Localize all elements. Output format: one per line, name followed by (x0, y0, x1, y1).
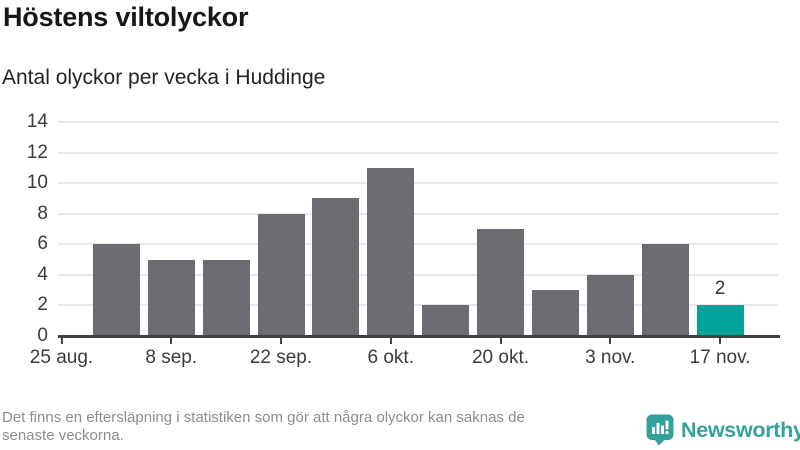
gridline (58, 212, 778, 215)
x-tick-label: 3 nov. (585, 347, 636, 368)
bar-value-label: 2 (714, 278, 726, 300)
y-tick-label: 10 (26, 172, 48, 194)
y-tick-label: 6 (37, 233, 48, 255)
bar (92, 244, 140, 336)
gridline (58, 151, 778, 154)
x-tick-label: 22 sep. (249, 347, 313, 368)
bar-highlighted (696, 305, 744, 336)
newsworthy-wordmark: Newsworthy (681, 418, 800, 442)
bar (641, 244, 689, 336)
newsworthy-logo-icon (646, 414, 674, 446)
x-axis-line (58, 335, 780, 338)
y-tick-label: 8 (37, 202, 48, 224)
gridline (58, 304, 778, 307)
x-tick (280, 338, 282, 344)
footnote: Det finns en eftersläpning i statistiken… (2, 409, 525, 444)
chart-title: Höstens viltolyckor (3, 2, 249, 32)
y-tick-label: 0 (37, 325, 48, 346)
x-tick (389, 338, 392, 344)
y-tick-label: 4 (37, 263, 48, 285)
bar (586, 274, 634, 336)
bar (422, 305, 470, 336)
bar (147, 259, 195, 336)
newsworthy-logo: Newsworthy (646, 414, 800, 446)
x-tick (499, 338, 502, 344)
x-tick-label: 8 sep. (145, 347, 198, 368)
x-tick (170, 338, 173, 344)
bar (477, 229, 524, 336)
x-tick (609, 338, 612, 344)
y-tick-label: 2 (37, 294, 48, 316)
x-tick-label: 20 okt. (471, 347, 530, 368)
y-tick-label: 12 (26, 141, 48, 163)
x-tick-label: 17 nov. (689, 347, 751, 368)
gridline (58, 121, 778, 123)
bar (312, 198, 360, 336)
bar (257, 213, 305, 336)
y-tick-label: 14 (26, 111, 48, 132)
bar (367, 167, 415, 336)
gridline (58, 243, 778, 246)
x-tick (60, 338, 63, 344)
bar (531, 290, 579, 336)
x-tick-label: 6 okt. (367, 347, 414, 368)
chart-subtitle: Antal olyckor per vecka i Huddinge (2, 66, 326, 89)
x-tick-label: 25 aug. (29, 347, 94, 368)
gridline (58, 273, 778, 276)
gridline (58, 182, 778, 185)
x-tick (719, 338, 721, 344)
bar (202, 259, 250, 336)
